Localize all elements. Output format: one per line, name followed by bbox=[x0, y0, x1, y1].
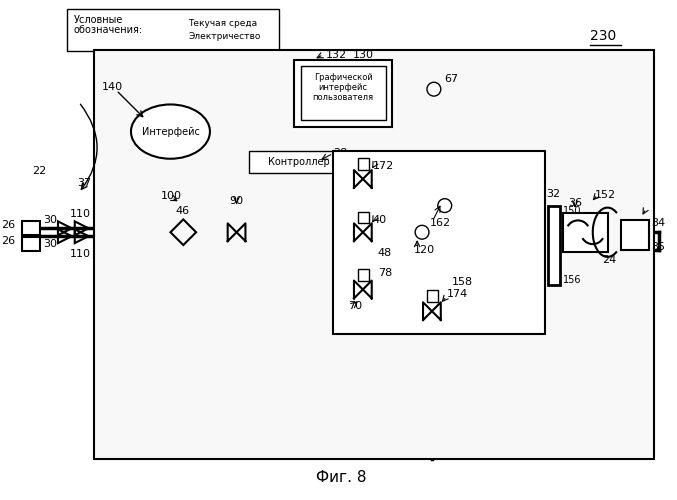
Text: 35: 35 bbox=[651, 242, 665, 252]
Text: 30: 30 bbox=[43, 216, 57, 226]
Text: интерфейс: интерфейс bbox=[319, 82, 368, 92]
Text: 120: 120 bbox=[414, 245, 435, 255]
Bar bbox=[333, 152, 546, 334]
Circle shape bbox=[438, 198, 452, 212]
Text: 26: 26 bbox=[1, 236, 16, 246]
Bar bbox=[621, 220, 649, 250]
Bar bbox=[294, 60, 393, 126]
Bar bbox=[358, 212, 369, 224]
Bar bbox=[67, 10, 279, 50]
Text: 36: 36 bbox=[568, 198, 582, 207]
Text: Условные: Условные bbox=[74, 15, 123, 25]
Text: 70: 70 bbox=[348, 301, 362, 311]
Text: 174: 174 bbox=[447, 290, 468, 300]
Text: 90: 90 bbox=[230, 196, 244, 205]
FancyArrowPatch shape bbox=[81, 104, 97, 190]
Text: пользователя: пользователя bbox=[313, 92, 374, 102]
Text: 78: 78 bbox=[378, 268, 392, 278]
Bar bbox=[427, 290, 438, 302]
Text: Текучая среда: Текучая среда bbox=[188, 18, 257, 28]
Text: 32: 32 bbox=[546, 189, 561, 199]
Text: 152: 152 bbox=[594, 190, 616, 200]
Text: 156: 156 bbox=[563, 274, 582, 284]
Text: 100: 100 bbox=[160, 190, 181, 200]
Circle shape bbox=[427, 82, 441, 96]
Text: 30: 30 bbox=[43, 239, 57, 249]
Text: 132: 132 bbox=[326, 50, 347, 59]
Circle shape bbox=[415, 226, 429, 239]
Text: 28: 28 bbox=[333, 148, 347, 158]
Bar bbox=[22, 237, 40, 251]
Text: 162: 162 bbox=[430, 218, 451, 228]
Bar bbox=[301, 66, 385, 120]
Text: 26: 26 bbox=[1, 220, 16, 230]
Text: обозначения:: обозначения: bbox=[74, 25, 143, 35]
Text: 22: 22 bbox=[32, 166, 46, 176]
Bar bbox=[358, 268, 369, 280]
Text: Графической: Графической bbox=[313, 73, 372, 82]
Bar bbox=[358, 158, 369, 170]
Ellipse shape bbox=[131, 104, 210, 158]
Text: 230: 230 bbox=[590, 29, 616, 43]
Text: 40: 40 bbox=[373, 216, 387, 226]
Text: 172: 172 bbox=[373, 161, 394, 171]
Bar bbox=[22, 222, 40, 235]
Bar bbox=[563, 212, 607, 252]
Text: Электричество: Электричество bbox=[188, 32, 261, 42]
Text: 48: 48 bbox=[378, 248, 392, 258]
Bar bbox=[548, 206, 560, 284]
Text: 37: 37 bbox=[77, 178, 91, 188]
Text: 24: 24 bbox=[603, 255, 617, 265]
Bar bbox=[95, 50, 654, 459]
Text: 140: 140 bbox=[102, 82, 123, 92]
Text: 110: 110 bbox=[70, 249, 91, 259]
Text: 158: 158 bbox=[452, 276, 473, 286]
Text: Интерфейс: Интерфейс bbox=[141, 126, 200, 136]
Text: 130: 130 bbox=[353, 50, 374, 59]
Text: 67: 67 bbox=[443, 74, 458, 85]
Text: 160: 160 bbox=[563, 240, 582, 250]
Bar bbox=[249, 152, 348, 173]
Text: 110: 110 bbox=[70, 210, 91, 220]
Text: 34: 34 bbox=[651, 218, 665, 228]
Text: 150: 150 bbox=[563, 206, 582, 216]
Text: Фиг. 8: Фиг. 8 bbox=[316, 470, 366, 485]
Text: Контроллер: Контроллер bbox=[268, 157, 330, 167]
Text: 46: 46 bbox=[175, 206, 190, 216]
